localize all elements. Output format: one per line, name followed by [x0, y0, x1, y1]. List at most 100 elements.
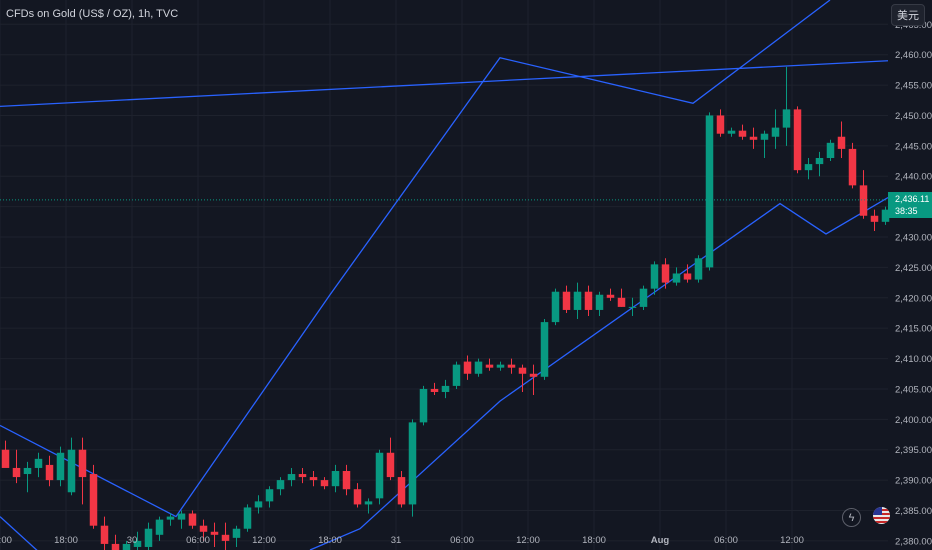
- candle: [672, 267, 681, 286]
- candle: [760, 130, 769, 159]
- candle-body: [397, 477, 406, 505]
- candle: [562, 285, 571, 313]
- candle-body: [606, 294, 615, 298]
- candle-body: [529, 373, 538, 377]
- candle: [408, 419, 417, 517]
- candle: [342, 464, 351, 496]
- candle-body: [298, 474, 307, 478]
- candle: [518, 364, 527, 392]
- candle-body: [551, 291, 560, 323]
- us-flag-icon[interactable]: [873, 507, 890, 524]
- candle-body: [760, 133, 769, 140]
- candle: [386, 437, 395, 481]
- bar-countdown: 38:35: [895, 206, 918, 216]
- candle-body: [144, 528, 153, 547]
- candle: [1, 440, 10, 468]
- candle-body: [694, 258, 703, 280]
- price-axis[interactable]: 2,380.00 2,385.00 2,390.00 2,395.00 2,400.00…: [895, 20, 932, 548]
- candle: [100, 516, 109, 550]
- candle: [199, 519, 208, 541]
- candle-body: [584, 291, 593, 310]
- candle: [463, 355, 472, 380]
- candle-body: [78, 449, 87, 478]
- candle: [738, 124, 747, 140]
- candle: [870, 209, 879, 231]
- candle-body: [111, 543, 120, 550]
- candle: [848, 142, 857, 189]
- price-tick-label: 2,445.00: [895, 141, 932, 152]
- candle: [67, 437, 76, 496]
- candle: [45, 455, 54, 487]
- candle: [265, 486, 274, 508]
- candle-body: [793, 109, 802, 171]
- candle: [254, 495, 263, 514]
- candle-body: [452, 364, 461, 386]
- trend-line[interactable]: [309, 196, 889, 550]
- time-axis[interactable]: 12:00 18:00 30 06:00 12:00 18:00 31 06:00 12:00 1…: [0, 535, 804, 546]
- candle: [837, 121, 846, 159]
- candle: [529, 364, 538, 396]
- candle: [210, 522, 219, 547]
- candle-body: [859, 185, 868, 216]
- candle-body: [441, 385, 450, 392]
- candle: [705, 112, 714, 271]
- candle: [188, 510, 197, 529]
- candle: [496, 361, 505, 371]
- candle: [331, 464, 340, 493]
- candle: [727, 127, 736, 137]
- candle-body: [320, 480, 329, 487]
- candle: [749, 127, 758, 149]
- lightning-bolt-icon[interactable]: ϟ: [842, 508, 861, 527]
- candle: [551, 288, 560, 326]
- time-tick-label: 30: [127, 535, 138, 546]
- candle: [573, 282, 582, 320]
- candle: [12, 449, 21, 484]
- price-tick-label: 2,390.00: [895, 476, 932, 487]
- currency-button[interactable]: 美元: [891, 4, 925, 26]
- candle-body: [221, 534, 230, 541]
- candlesticks: [1, 66, 901, 550]
- candle-body: [419, 388, 428, 423]
- candle: [221, 522, 230, 550]
- candle: [507, 358, 516, 374]
- candle: [56, 446, 65, 487]
- candle-body: [826, 142, 835, 159]
- candle: [364, 498, 373, 514]
- candle: [650, 261, 659, 295]
- candle: [430, 382, 439, 396]
- candle-body: [837, 136, 846, 149]
- candle: [804, 158, 813, 180]
- candle-body: [749, 136, 758, 140]
- candle: [177, 510, 186, 529]
- candle: [683, 264, 692, 283]
- candle-body: [1, 449, 10, 468]
- price-tick-label: 2,420.00: [895, 293, 932, 304]
- trend-lines[interactable]: [0, 0, 889, 550]
- price-tick-label: 2,405.00: [895, 384, 932, 395]
- symbol-title[interactable]: CFDs on Gold (US$ / OZ), 1h, TVC: [6, 8, 179, 20]
- current-price-tag: 2,436.11 38:35: [888, 192, 932, 218]
- candle: [595, 291, 604, 317]
- price-tick-label: 2,380.00: [895, 536, 932, 547]
- trend-line[interactable]: [0, 0, 831, 518]
- candle-body: [639, 288, 648, 307]
- candle-body: [738, 130, 747, 137]
- current-price-value: 2,436.11: [895, 194, 930, 204]
- candle-body: [331, 470, 340, 487]
- candle-body: [232, 528, 241, 538]
- candle-body: [661, 264, 670, 283]
- candle: [166, 513, 175, 526]
- time-tick-label: 12:00: [252, 535, 276, 546]
- price-tick-label: 2,430.00: [895, 233, 932, 244]
- candle: [155, 516, 164, 541]
- time-tick-label: 31: [391, 535, 402, 546]
- candle-body: [265, 489, 274, 502]
- trend-line[interactable]: [0, 516, 40, 550]
- candle: [606, 288, 615, 301]
- candle: [859, 170, 868, 219]
- candle: [298, 467, 307, 484]
- trend-line[interactable]: [0, 60, 889, 108]
- candle-body: [100, 525, 109, 544]
- price-tick-label: 2,385.00: [895, 506, 932, 517]
